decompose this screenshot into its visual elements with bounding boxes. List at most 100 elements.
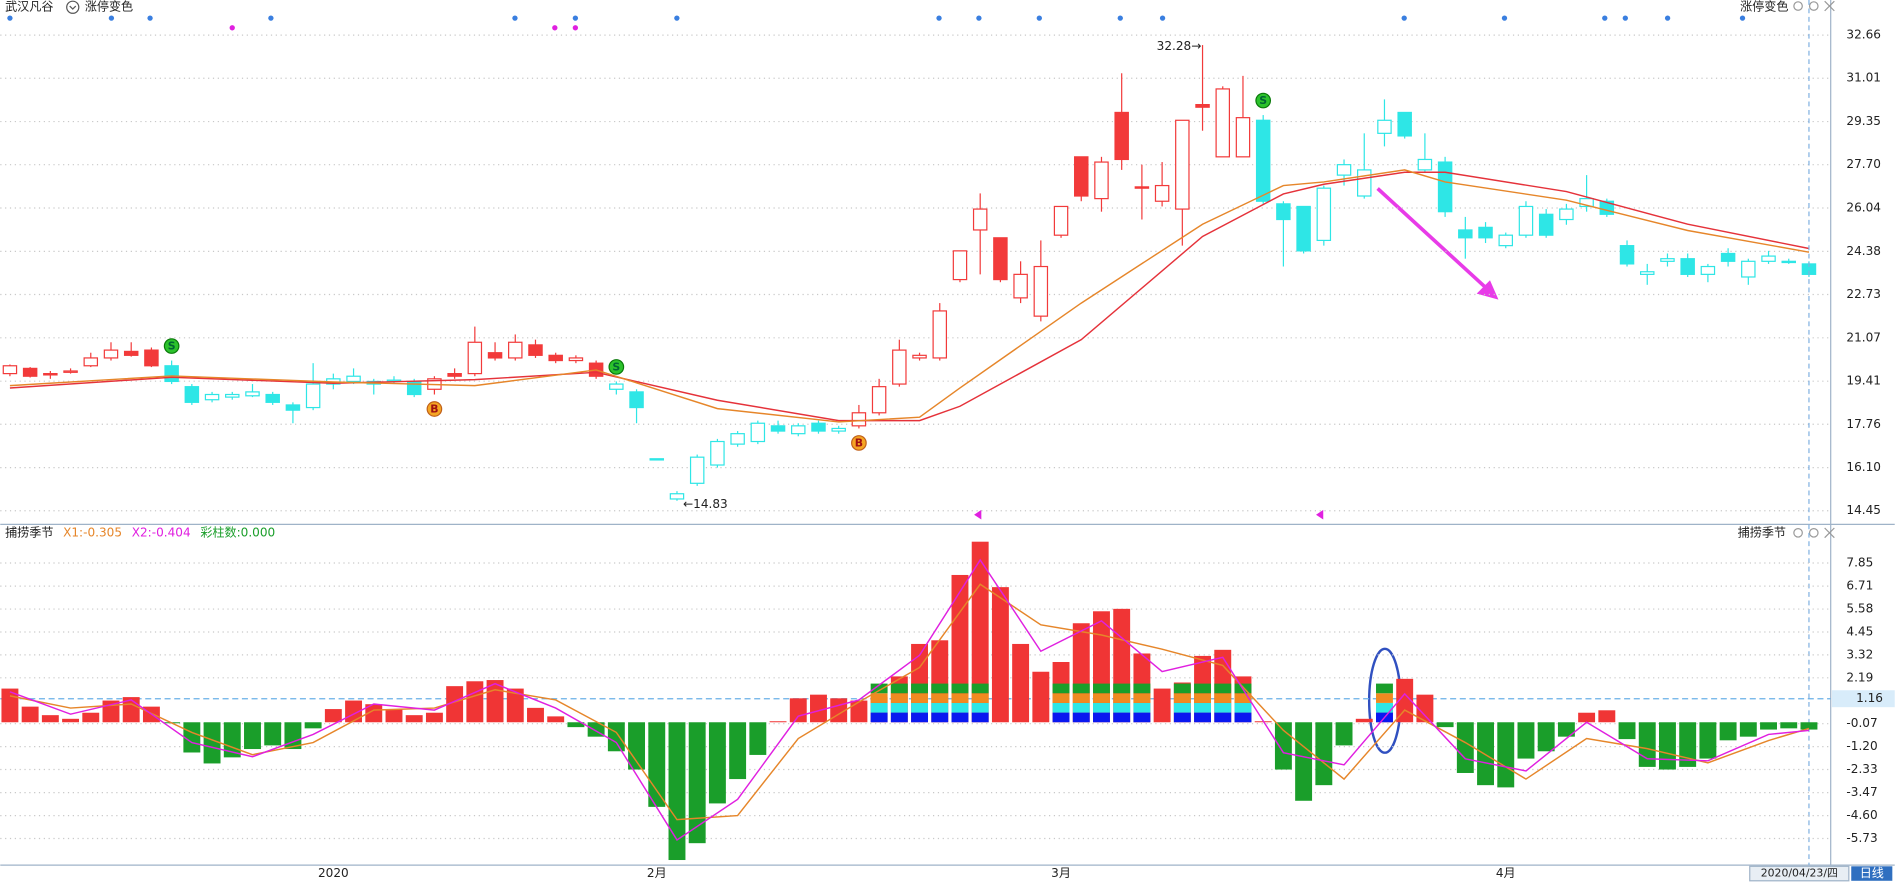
signal-label: B	[855, 437, 863, 450]
reference-label-box	[1831, 690, 1895, 708]
indicator-bar	[668, 722, 686, 861]
color-column	[1093, 693, 1110, 703]
legend-entry: X1:-0.305	[63, 525, 122, 539]
candle-body	[22, 367, 38, 377]
indicator-bar	[607, 722, 625, 752]
candle-body	[265, 393, 280, 403]
event-star	[572, 25, 579, 31]
color-column	[1113, 683, 1131, 694]
candle-body	[1700, 265, 1716, 275]
color-column	[870, 683, 888, 694]
color-column	[1173, 683, 1191, 694]
color-column	[931, 712, 949, 723]
candle-body	[1478, 226, 1493, 239]
candle-body	[1781, 260, 1796, 264]
y-tick-label: 2.19	[1846, 670, 1873, 684]
panel-icons[interactable]	[1793, 0, 1835, 539]
candle-body	[1316, 187, 1332, 242]
candle-body	[1619, 245, 1635, 265]
candle-body	[871, 386, 887, 414]
min-label: ←14.83	[683, 497, 728, 511]
indicator-bar	[1335, 722, 1353, 746]
signal-icon	[608, 359, 625, 375]
signal-icon	[426, 401, 443, 417]
ma-line	[9, 171, 1810, 422]
color-column	[1072, 693, 1090, 703]
candle-body	[831, 427, 846, 432]
candle-body	[1720, 252, 1736, 262]
candle-body	[1255, 119, 1271, 202]
indicator-bar	[729, 722, 747, 780]
signal-label: S	[168, 340, 176, 353]
indicator-bar	[648, 722, 666, 807]
event-star	[936, 15, 942, 21]
candle-body	[144, 349, 159, 367]
reference-label: 1.16	[1856, 691, 1883, 705]
x-tick-label: 2020	[318, 866, 349, 880]
candle-body	[123, 350, 139, 356]
candle-body	[225, 393, 240, 398]
indicator-bar	[304, 722, 322, 729]
color-column	[1234, 693, 1252, 703]
indicator-bar	[446, 686, 464, 723]
indicator-bar	[1800, 722, 1818, 730]
color-column	[1133, 702, 1151, 713]
color-column	[1052, 702, 1070, 713]
color-column	[1133, 693, 1151, 703]
candle-body	[1134, 186, 1150, 189]
event-star	[1501, 15, 1508, 21]
candle-body	[1195, 104, 1210, 108]
candle-body	[184, 386, 200, 403]
indicator-bar	[506, 688, 524, 723]
color-column	[890, 693, 908, 703]
indicator-bar	[1477, 722, 1494, 786]
candle-body	[1235, 117, 1251, 158]
color-column	[1133, 712, 1151, 723]
event-star	[1739, 15, 1746, 21]
candle-body	[1114, 111, 1129, 161]
indicator-bar	[1153, 688, 1171, 723]
color-column	[870, 712, 888, 723]
color-column	[870, 702, 888, 713]
signal-label: B	[430, 403, 438, 416]
signal-label: S	[612, 361, 620, 374]
stock-name: 武汉凡谷	[5, 0, 53, 14]
indicator-bar	[628, 722, 646, 770]
candle-body	[83, 357, 99, 367]
ma-line	[9, 169, 1810, 423]
y-tick-label: 31.01	[1846, 71, 1881, 85]
indicator-name[interactable]: 涨停变色	[85, 0, 133, 14]
candle-body	[972, 208, 988, 231]
color-column	[1072, 702, 1090, 713]
color-column	[971, 683, 989, 694]
candle-body	[629, 391, 644, 409]
y-tick-label: 27.70	[1846, 157, 1881, 171]
indicator-bar	[1618, 722, 1636, 740]
indicator-bar	[183, 722, 201, 753]
indicator-name-right: 涨停变色	[1740, 0, 1788, 14]
indicator-bar	[62, 718, 80, 723]
candle-body	[1437, 161, 1453, 213]
indicator-bar	[1537, 722, 1555, 752]
event-star	[268, 15, 274, 21]
candle-body	[528, 344, 543, 356]
candle-body	[1175, 119, 1190, 210]
y-tick-label: 3.32	[1846, 647, 1873, 661]
candle-body	[851, 412, 867, 427]
color-column	[890, 683, 908, 694]
candle-body	[1538, 213, 1554, 236]
event-star	[552, 25, 558, 31]
indicator-bar	[810, 694, 827, 723]
candle-body	[932, 310, 948, 359]
y-tick-label: 14.45	[1846, 503, 1881, 517]
candle-body	[1377, 119, 1392, 134]
period: 日线	[1860, 866, 1884, 880]
candle-body	[689, 456, 705, 484]
color-column	[1173, 693, 1191, 703]
candle-body	[1397, 111, 1412, 137]
period-box	[1851, 866, 1893, 881]
signal-icon	[163, 338, 180, 354]
candle-body	[1498, 234, 1514, 247]
dropdown[interactable]	[66, 0, 80, 14]
